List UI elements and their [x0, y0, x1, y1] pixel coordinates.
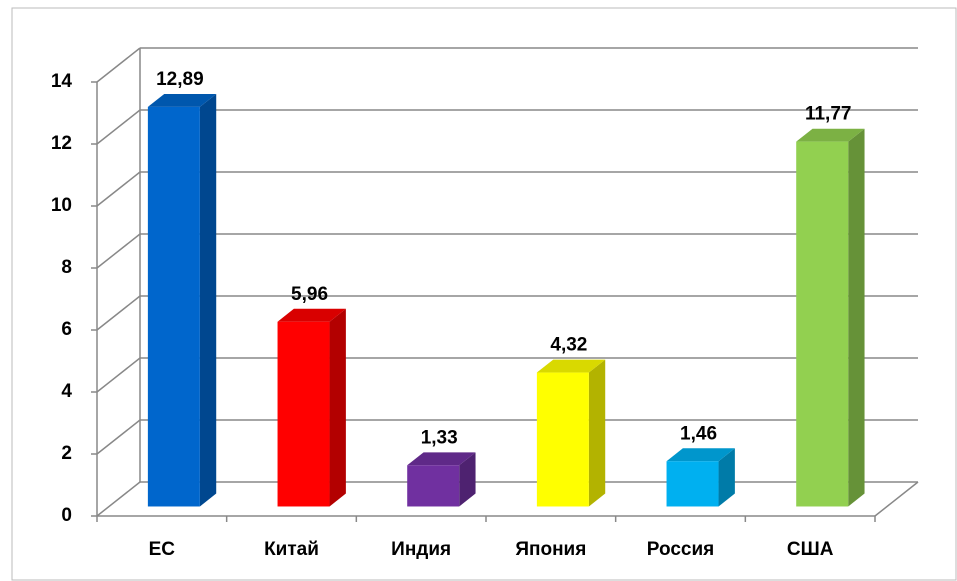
bar	[407, 465, 460, 507]
bar-side	[329, 308, 346, 507]
grid-diagonal	[96, 295, 141, 331]
x-tick-label: Индия	[391, 539, 451, 560]
data-label: 12,89	[156, 69, 204, 90]
y-tick-label: 4	[61, 381, 72, 402]
bar	[147, 106, 200, 507]
x-tick-label: ЕС	[149, 539, 176, 560]
data-label: 11,77	[805, 104, 852, 125]
bar	[536, 372, 589, 507]
grid-diagonal	[96, 47, 141, 83]
x-tick-label: Россия	[647, 539, 714, 560]
bar-side	[848, 128, 865, 507]
grid-diagonal	[96, 419, 141, 455]
grid-diagonal	[96, 171, 141, 207]
y-tick-label: 12	[51, 133, 72, 154]
floor-right	[874, 481, 919, 517]
bar-side	[199, 93, 217, 507]
data-label: 1,46	[680, 423, 717, 444]
grid-diagonal	[96, 357, 141, 393]
bar-top	[536, 359, 606, 373]
grid-diagonal	[96, 481, 141, 517]
bar-top	[666, 448, 735, 462]
bar-side	[459, 452, 476, 507]
x-tick-label: Япония	[515, 539, 586, 560]
x-tick-label: Китай	[264, 539, 319, 560]
y-tick-label: 8	[61, 257, 72, 278]
bar-side	[718, 448, 735, 507]
bar-side	[588, 359, 606, 507]
bar-top	[147, 93, 217, 107]
bar	[796, 141, 849, 507]
bar-top	[277, 308, 346, 322]
x-tick-label: США	[787, 539, 834, 560]
data-label: 5,96	[291, 284, 328, 305]
y-tick-label: 0	[61, 505, 72, 526]
bar-top	[796, 128, 865, 142]
y-tick-label: 6	[61, 319, 72, 340]
bar	[277, 321, 330, 507]
bar-top	[407, 452, 476, 466]
y-tick-label: 2	[61, 443, 72, 464]
data-label: 4,32	[550, 335, 587, 356]
grid-diagonal	[96, 233, 141, 269]
y-tick-label: 10	[51, 195, 72, 216]
y-tick-label: 14	[51, 71, 73, 92]
bar	[666, 461, 719, 507]
grid-diagonal	[96, 109, 141, 145]
data-label: 1,33	[421, 427, 458, 448]
